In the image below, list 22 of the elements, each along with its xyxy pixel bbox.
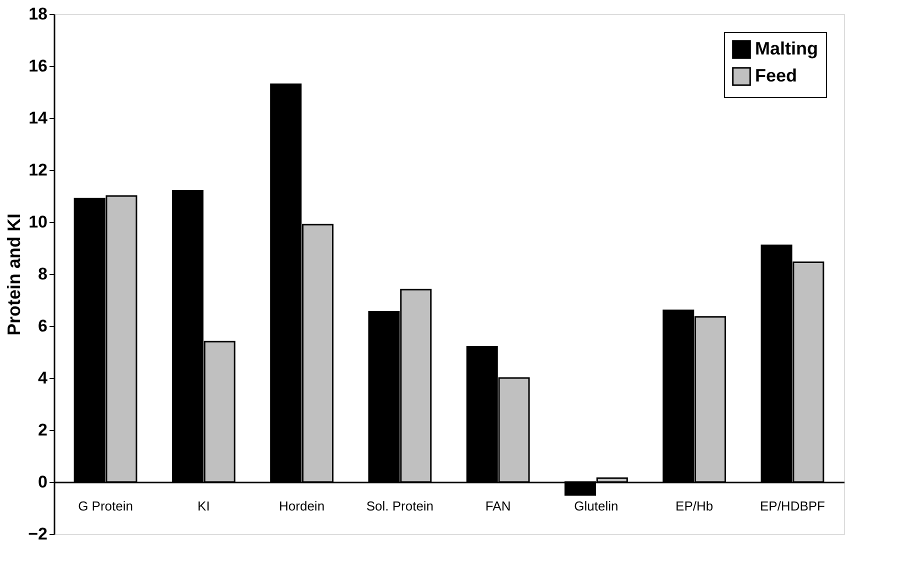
y-tick-label: 6 [38,316,48,336]
y-tick-label: 0 [38,472,48,492]
y-tick-label: 14 [28,108,48,128]
y-tick-label: 4 [38,368,48,388]
legend-label: Feed [755,66,798,86]
x-tick-label: FAN [485,498,511,514]
x-tick-label: KI [198,498,210,514]
y-tick-label: 12 [28,160,48,180]
x-tick-label: Hordein [279,498,325,514]
y-tick-label: 8 [38,264,48,284]
x-tick-label: EP/HDBPF [760,498,826,514]
y-tick-label: 16 [28,56,48,76]
x-tick-label: G Protein [78,498,133,514]
y-axis-title: Protein and KI [4,213,24,336]
x-tick-label: Sol. Protein [366,498,434,514]
y-tick-label: 18 [28,4,48,24]
legend-label: Malting [755,38,818,58]
y-tick-label: 2 [38,420,48,440]
x-tick-label: Glutelin [574,498,618,514]
x-tick-label: EP/Hb [676,498,714,514]
y-tick-label: −2 [28,524,48,544]
y-tick-label: 10 [28,212,48,232]
